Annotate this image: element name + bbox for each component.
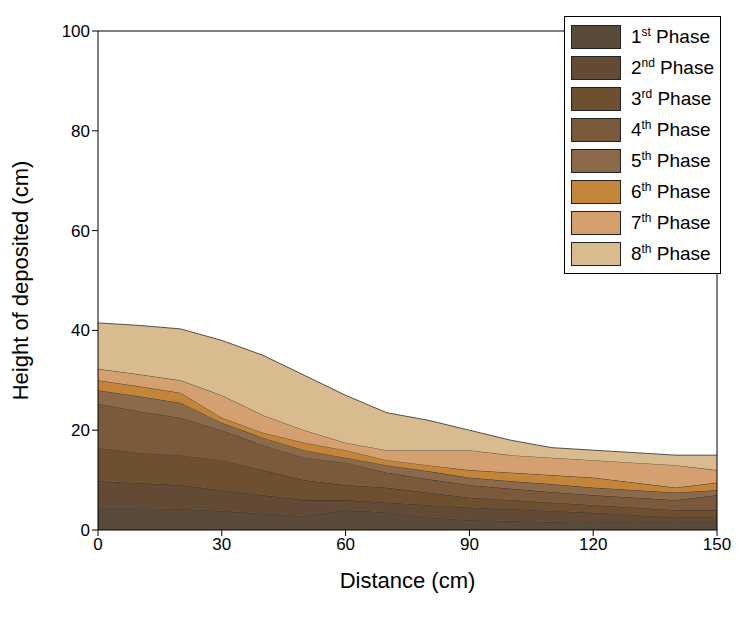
svg-text:120: 120 <box>579 535 607 554</box>
html-text:1stPhase: 1stPhase <box>630 24 710 48</box>
svg-text:80: 80 <box>71 122 90 141</box>
svg-text:150: 150 <box>703 535 731 554</box>
svg-text:60: 60 <box>336 535 355 554</box>
svg-text:40: 40 <box>71 321 90 340</box>
svg-text:Height of deposited (cm): Height of deposited (cm) <box>8 161 33 401</box>
svg-text:30: 30 <box>212 535 231 554</box>
svg-text:0: 0 <box>81 521 90 540</box>
html-text:5thPhase: 5thPhase <box>630 148 711 172</box>
html-text:3rdPhase: 3rdPhase <box>630 86 712 110</box>
html-text:7thPhase: 7thPhase <box>630 210 711 234</box>
svg-text:Distance (cm): Distance (cm) <box>340 568 476 593</box>
html-text:6thPhase: 6thPhase <box>630 179 711 203</box>
svg-text:0: 0 <box>93 535 102 554</box>
html-text:2ndPhase: 2ndPhase <box>630 55 714 79</box>
svg-text:90: 90 <box>460 535 479 554</box>
html-text:8thPhase: 8thPhase <box>630 241 711 265</box>
svg-text:100: 100 <box>62 22 90 41</box>
html-text:4thPhase: 4thPhase <box>630 117 711 141</box>
svg-text:60: 60 <box>71 222 90 241</box>
svg-text:20: 20 <box>71 421 90 440</box>
